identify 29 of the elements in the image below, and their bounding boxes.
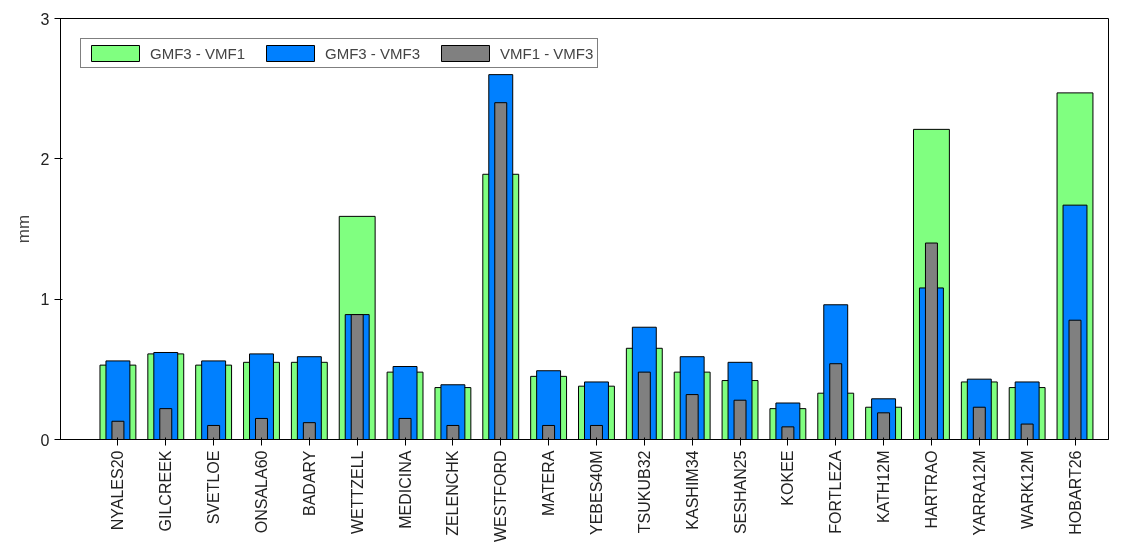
- y-axis-title: mm: [13, 214, 33, 244]
- x-tick-label: WETTZELL: [348, 450, 366, 535]
- x-tick-label: MATERA: [540, 450, 558, 516]
- x-tick-label: HARTRAO: [922, 450, 940, 529]
- x-tick-label: WARK12M: [1018, 450, 1036, 530]
- x-tick-label: YARRA12M: [970, 450, 988, 536]
- y-tick-label: 2: [40, 150, 50, 168]
- x-tick-label: SESHAN25: [731, 450, 749, 535]
- x-tick-label: SVETLOE: [205, 450, 223, 525]
- x-tick-label: KATH12M: [875, 450, 893, 524]
- legend-label: GMF3 - VMF1: [150, 44, 246, 62]
- x-tick-label: ZELENCHK: [444, 450, 462, 536]
- x-tick-label: YEBES40M: [587, 450, 605, 535]
- x-tick-label: KOKEE: [779, 450, 797, 506]
- x-tick-label: ONSALA60: [252, 450, 270, 534]
- x-tick-label: BADARY: [300, 450, 318, 517]
- x-tick-label: FORTLEZA: [827, 450, 845, 534]
- y-tick-label: 3: [40, 10, 50, 28]
- legend-label: VMF1 - VMF3: [500, 44, 594, 62]
- x-tick-label: GILCREEK: [157, 450, 175, 532]
- x-tick-label: WESTFORD: [492, 450, 510, 543]
- x-tick-label: KASHIM34: [683, 450, 701, 530]
- legend-label: GMF3 - VMF3: [325, 44, 421, 62]
- y-tick-label: 0: [40, 431, 50, 449]
- x-tick-label: HOBART26: [1066, 450, 1084, 535]
- x-tick-label: TSUKUB32: [635, 450, 653, 534]
- x-tick-label: MEDICINA: [396, 450, 414, 529]
- y-tick-label: 1: [40, 291, 50, 309]
- x-tick-label: NYALES20: [109, 450, 127, 531]
